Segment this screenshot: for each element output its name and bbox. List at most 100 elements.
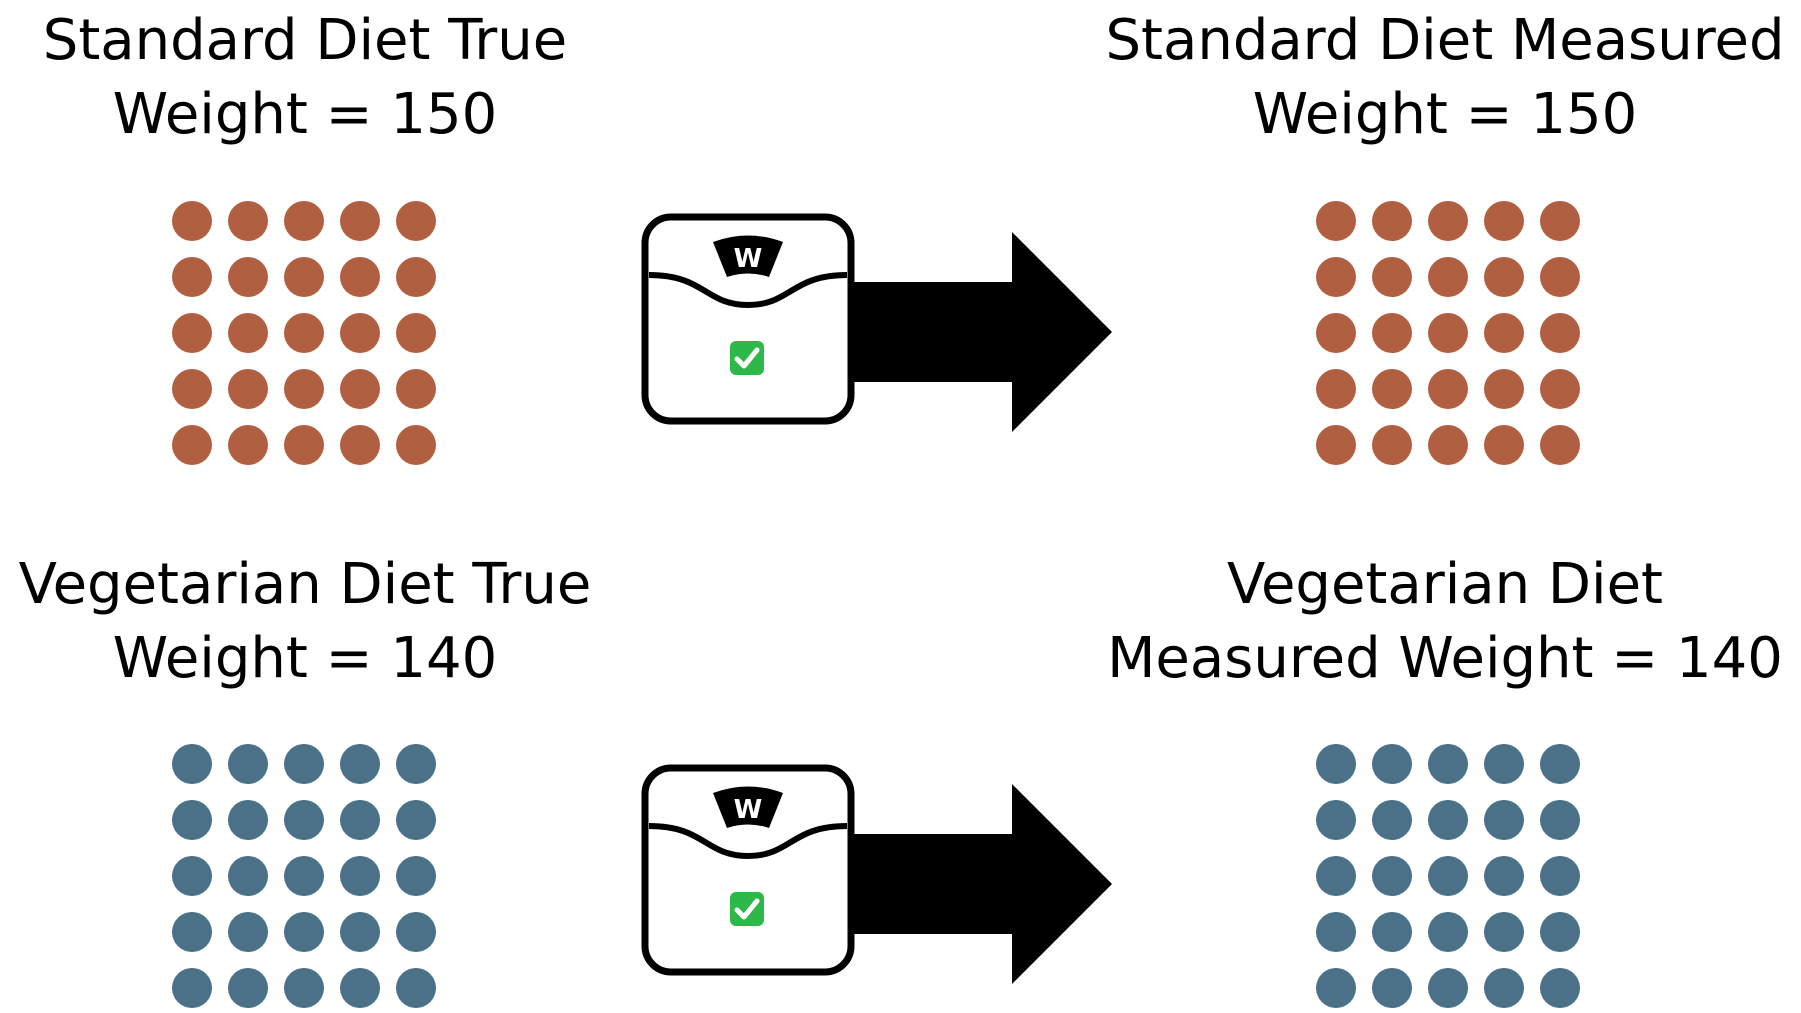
person-dot bbox=[1428, 425, 1468, 465]
person-dot bbox=[1540, 257, 1580, 297]
person-dot bbox=[340, 744, 380, 784]
person-dot bbox=[1484, 968, 1524, 1008]
person-dot bbox=[172, 744, 212, 784]
person-dot bbox=[284, 744, 324, 784]
standard-diet-measured-label: Standard Diet Measured Weight = 150 bbox=[1085, 4, 1801, 152]
person-dot bbox=[340, 257, 380, 297]
person-dot bbox=[1316, 800, 1356, 840]
person-dot bbox=[172, 425, 212, 465]
standard-measured-title: Standard Diet Measured bbox=[1105, 8, 1785, 73]
person-dot bbox=[228, 257, 268, 297]
person-dot bbox=[228, 369, 268, 409]
person-dot bbox=[1372, 257, 1412, 297]
person-dot bbox=[396, 313, 436, 353]
person-dot bbox=[396, 968, 436, 1008]
person-dot bbox=[228, 201, 268, 241]
person-dot bbox=[1540, 968, 1580, 1008]
person-dot bbox=[1316, 257, 1356, 297]
right-arrow-icon bbox=[840, 784, 1112, 984]
person-dot bbox=[172, 369, 212, 409]
person-dot bbox=[1428, 313, 1468, 353]
person-dot bbox=[396, 744, 436, 784]
check-mark-icon bbox=[730, 341, 764, 375]
person-dot bbox=[340, 369, 380, 409]
person-dot bbox=[1372, 313, 1412, 353]
check-mark-icon bbox=[730, 892, 764, 926]
person-dot bbox=[1540, 912, 1580, 952]
person-dot bbox=[284, 257, 324, 297]
person-dot bbox=[228, 800, 268, 840]
vegetarian-true-title: Vegetarian Diet True bbox=[18, 552, 592, 617]
person-dot bbox=[1316, 369, 1356, 409]
person-dot bbox=[1484, 912, 1524, 952]
person-dot bbox=[1372, 856, 1412, 896]
person-dot bbox=[396, 800, 436, 840]
person-dot bbox=[284, 968, 324, 1008]
person-dot bbox=[396, 912, 436, 952]
person-dot bbox=[1540, 856, 1580, 896]
person-dot bbox=[1484, 369, 1524, 409]
person-dot bbox=[1428, 800, 1468, 840]
person-dot bbox=[1316, 968, 1356, 1008]
standard-measurement-group: W bbox=[641, 213, 1112, 432]
person-dot bbox=[1540, 425, 1580, 465]
person-dot bbox=[340, 856, 380, 896]
person-dot bbox=[1316, 744, 1356, 784]
person-dot bbox=[396, 201, 436, 241]
person-dot bbox=[1428, 201, 1468, 241]
person-dot bbox=[172, 257, 212, 297]
person-dot bbox=[1372, 912, 1412, 952]
person-dot bbox=[1316, 912, 1356, 952]
vegetarian-true-dot-grid bbox=[172, 744, 436, 1008]
person-dot bbox=[1484, 201, 1524, 241]
person-dot bbox=[340, 201, 380, 241]
person-dot bbox=[284, 856, 324, 896]
person-dot bbox=[1540, 800, 1580, 840]
vegetarian-true-weight: Weight = 140 bbox=[112, 626, 498, 691]
person-dot bbox=[1316, 313, 1356, 353]
person-dot bbox=[228, 313, 268, 353]
person-dot bbox=[228, 856, 268, 896]
person-dot bbox=[284, 369, 324, 409]
person-dot bbox=[1540, 369, 1580, 409]
standard-true-dot-grid bbox=[172, 201, 436, 465]
person-dot bbox=[1484, 425, 1524, 465]
person-dot bbox=[1372, 425, 1412, 465]
person-dot bbox=[340, 425, 380, 465]
person-dot bbox=[1484, 800, 1524, 840]
person-dot bbox=[172, 201, 212, 241]
person-dot bbox=[1428, 257, 1468, 297]
person-dot bbox=[1484, 744, 1524, 784]
person-dot bbox=[1428, 968, 1468, 1008]
vegetarian-measured-weight: Measured Weight = 140 bbox=[1107, 626, 1783, 691]
person-dot bbox=[1428, 369, 1468, 409]
person-dot bbox=[340, 968, 380, 1008]
svg-text:W: W bbox=[734, 795, 763, 825]
person-dot bbox=[1540, 313, 1580, 353]
person-dot bbox=[1428, 912, 1468, 952]
person-dot bbox=[1316, 856, 1356, 896]
person-dot bbox=[1372, 744, 1412, 784]
person-dot bbox=[1540, 201, 1580, 241]
person-dot bbox=[340, 800, 380, 840]
person-dot bbox=[172, 968, 212, 1008]
person-dot bbox=[284, 425, 324, 465]
person-dot bbox=[340, 912, 380, 952]
person-dot bbox=[228, 912, 268, 952]
standard-measured-weight: Weight = 150 bbox=[1252, 82, 1638, 147]
person-dot bbox=[1540, 744, 1580, 784]
vegetarian-measurement-group: W bbox=[641, 764, 1112, 984]
person-dot bbox=[1484, 313, 1524, 353]
vegetarian-measured-title: Vegetarian Diet bbox=[1227, 552, 1663, 617]
bathroom-scale-icon: W bbox=[641, 213, 855, 425]
standard-true-weight: Weight = 150 bbox=[112, 82, 498, 147]
person-dot bbox=[396, 369, 436, 409]
bathroom-scale-icon: W bbox=[641, 764, 855, 976]
svg-text:W: W bbox=[734, 244, 763, 274]
person-dot bbox=[228, 744, 268, 784]
standard-diet-true-label: Standard Diet True Weight = 150 bbox=[20, 4, 590, 152]
standard-measured-dot-grid bbox=[1316, 201, 1580, 465]
vegetarian-diet-true-label: Vegetarian Diet True Weight = 140 bbox=[10, 548, 600, 696]
vegetarian-measured-dot-grid bbox=[1316, 744, 1580, 1008]
